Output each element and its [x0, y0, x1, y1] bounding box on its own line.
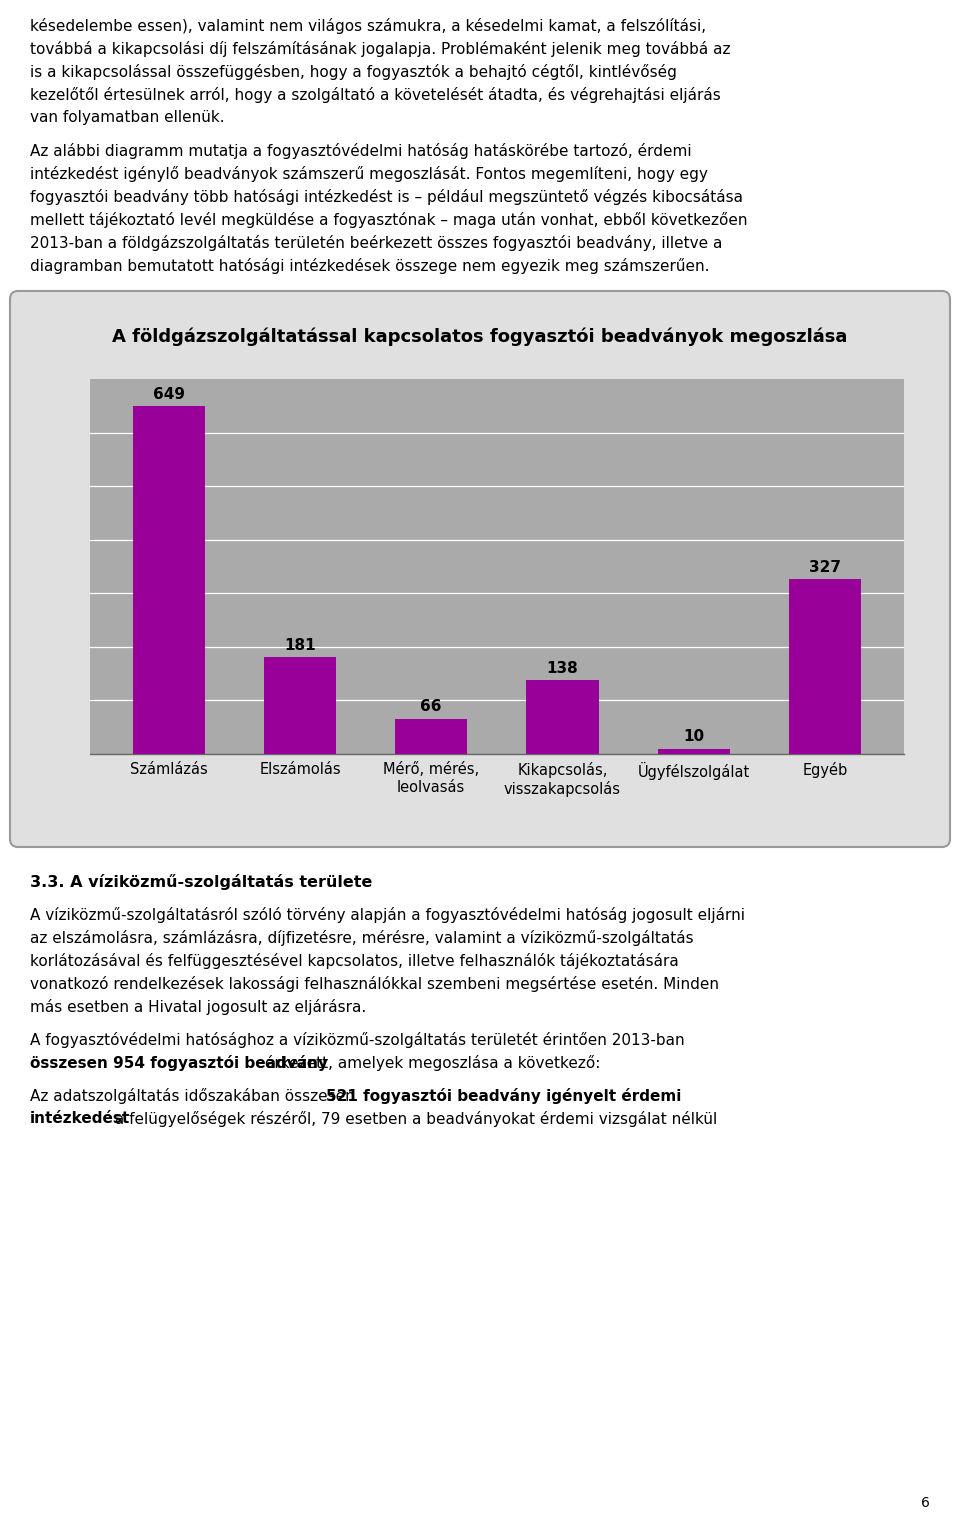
Text: korlátozásával és felfüggesztésével kapcsolatos, illetve felhasználók tájékoztat: korlátozásával és felfüggesztésével kapc… — [30, 953, 679, 968]
Text: A földgázszolgáltatással kapcsolatos fogyasztói beadványok megoszlása: A földgázszolgáltatással kapcsolatos fog… — [112, 327, 848, 346]
Bar — [396, 719, 468, 755]
Text: fogyasztói beadvány több hatósági intézkedést is – például megszüntető végzés ki: fogyasztói beadvány több hatósági intézk… — [30, 189, 743, 204]
Text: 649: 649 — [153, 387, 184, 403]
Text: 2013-ban a földgázszolgáltatás területén beérkezett összes fogyasztói beadvány, : 2013-ban a földgázszolgáltatás területén… — [30, 235, 722, 251]
Text: Az alábbi diagramm mutatja a fogyasztóvédelmi hatóság hatáskörébe tartozó, érdem: Az alábbi diagramm mutatja a fogyasztóvé… — [30, 143, 691, 158]
Text: 66: 66 — [420, 699, 442, 715]
Bar — [264, 656, 336, 755]
Bar — [658, 749, 730, 755]
Text: a felügyelőségek részéről, 79 esetben a beadványokat érdemi vizsgálat nélkül: a felügyelőségek részéről, 79 esetben a … — [110, 1111, 717, 1127]
FancyBboxPatch shape — [10, 290, 950, 847]
Text: diagramban bemutatott hatósági intézkedések összege nem egyezik meg számszerűen.: diagramban bemutatott hatósági intézkedé… — [30, 258, 709, 274]
Text: 521 fogyasztói beadvány igényelt érdemi: 521 fogyasztói beadvány igényelt érdemi — [326, 1088, 682, 1104]
Text: 327: 327 — [809, 559, 841, 575]
Text: A fogyasztóvédelmi hatósághoz a víziközmű-szolgáltatás területét érintően 2013-b: A fogyasztóvédelmi hatósághoz a víziközm… — [30, 1031, 684, 1048]
Text: vonatkozó rendelkezések lakossági felhasználókkal szembeni megsértése esetén. Mi: vonatkozó rendelkezések lakossági felhas… — [30, 976, 719, 991]
Text: is a kikapcsolással összefüggésben, hogy a fogyasztók a behajtó cégtől, kintlévő: is a kikapcsolással összefüggésben, hogy… — [30, 65, 677, 80]
Text: más esetben a Hivatal jogosult az eljárásra.: más esetben a Hivatal jogosult az eljárá… — [30, 999, 367, 1014]
Bar — [526, 679, 598, 755]
Text: van folyamatban ellenük.: van folyamatban ellenük. — [30, 111, 225, 124]
Bar — [789, 579, 861, 755]
Text: érkezett, amelyek megoszlása a következő:: érkezett, amelyek megoszlása a következő… — [260, 1054, 600, 1071]
Text: Az adatszolgáltatás időszakában összesen: Az adatszolgáltatás időszakában összesen — [30, 1088, 360, 1104]
Text: A víziközmű-szolgáltatásról szóló törvény alapján a fogyasztóvédelmi hatóság jog: A víziközmű-szolgáltatásról szóló törvén… — [30, 907, 745, 924]
Text: késedelembe essen), valamint nem világos számukra, a késedelmi kamat, a felszólí: késedelembe essen), valamint nem világos… — [30, 18, 707, 34]
Text: továbbá a kikapcsolási díj felszámításának jogalapja. Problémaként jelenik meg t: továbbá a kikapcsolási díj felszámításán… — [30, 41, 731, 57]
Text: 6: 6 — [922, 1496, 930, 1509]
Text: 3.3. A víziközmű-szolgáltatás területe: 3.3. A víziközmű-szolgáltatás területe — [30, 875, 372, 890]
Text: intézkedést: intézkedést — [30, 1111, 131, 1127]
Text: kezelőtől értesülnek arról, hogy a szolgáltató a követelését átadta, és végrehaj: kezelőtől értesülnek arról, hogy a szolg… — [30, 88, 721, 103]
Text: 10: 10 — [684, 730, 705, 744]
Text: 181: 181 — [284, 638, 316, 653]
Text: intézkedést igénylő beadványok számszerű megoszlását. Fontos megemlíteni, hogy e: intézkedést igénylő beadványok számszerű… — [30, 166, 708, 181]
Bar — [132, 406, 204, 755]
Text: mellett tájékoztató levél megküldése a fogyasztónak – maga után vonhat, ebből kö: mellett tájékoztató levél megküldése a f… — [30, 212, 748, 227]
Text: 138: 138 — [546, 661, 578, 676]
Text: összesen 954 fogyasztói beadvány: összesen 954 fogyasztói beadvány — [30, 1054, 328, 1071]
Text: az elszámolásra, számlázásra, díjfizetésre, mérésre, valamint a víziközmű-szolgá: az elszámolásra, számlázásra, díjfizetés… — [30, 930, 694, 945]
